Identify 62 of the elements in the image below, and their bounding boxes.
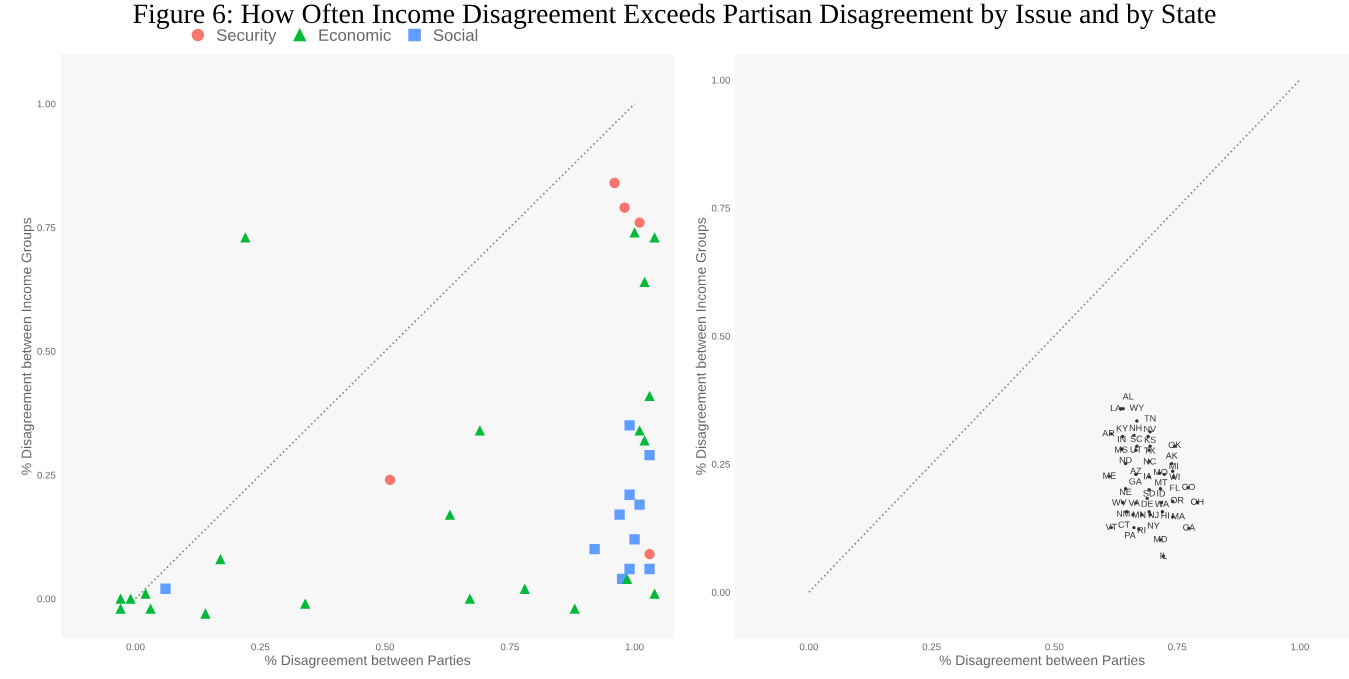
- data-label: PA: [1125, 532, 1136, 539]
- data-label: MN: [1132, 511, 1146, 518]
- y-tick-label: 0.50: [711, 332, 730, 340]
- x-tick-label: 0.25: [251, 643, 270, 651]
- data-label: MI: [1169, 462, 1179, 470]
- data-label: VT: [1105, 523, 1117, 530]
- data-label: HI: [1161, 512, 1169, 519]
- data-label: NV: [1144, 425, 1157, 433]
- data-label: SD: [1143, 490, 1155, 497]
- x-tick-label: 0.25: [922, 643, 941, 651]
- data-label: KS: [1144, 436, 1156, 444]
- data-label: TX: [1144, 447, 1156, 454]
- y-tick-label: 1.00: [712, 76, 730, 84]
- data-label: MT: [1155, 479, 1168, 486]
- data-label: SC: [1130, 435, 1143, 442]
- x-axis-title: % Disagreement between Parties: [939, 654, 1145, 668]
- x-tick-label: 0.50: [375, 643, 395, 651]
- data-label: CT: [1118, 521, 1130, 528]
- x-tick-label: 0.75: [500, 643, 519, 651]
- data-label: ID: [1157, 490, 1166, 497]
- chart-title: Figure 6: How Often Income Disagreement Exceeds Partisan Disagreement by Issue and by State: [133, 3, 1216, 29]
- x-tick-label: 0.00: [126, 643, 145, 651]
- data-label: NY: [1147, 522, 1160, 529]
- data-label: NC: [1143, 458, 1156, 465]
- y-axis-title: % Disagreement between Income Groups: [695, 217, 709, 475]
- data-label: CO: [1182, 483, 1195, 491]
- data-label: GA: [1129, 478, 1142, 485]
- y-tick-label: 0.75: [37, 224, 56, 232]
- data-label: DE: [1141, 500, 1154, 507]
- y-tick-label: 0.25: [711, 460, 730, 468]
- data-label: AK: [1165, 452, 1178, 459]
- data-label: OH: [1190, 498, 1204, 505]
- y-tick-label: 0.25: [37, 471, 56, 479]
- legend-label: Economic: [319, 28, 391, 42]
- y-axis-title: % Disagreement between Income Groups: [21, 217, 35, 475]
- x-tick-label: 1.00: [625, 643, 644, 651]
- data-label: NE: [1120, 488, 1132, 495]
- data-label: AL: [1122, 393, 1134, 400]
- y-tick-label: 0.50: [37, 347, 56, 355]
- data-label: TN: [1144, 415, 1156, 422]
- data-label: NM: [1116, 510, 1130, 517]
- x-tick-label: 0.50: [1045, 643, 1064, 651]
- y-tick-label: 0.75: [711, 204, 730, 212]
- data-label: CA: [1183, 524, 1196, 531]
- x-axis-title: % Disagreement between Parties: [265, 654, 471, 668]
- data-label: OR: [1170, 496, 1184, 504]
- data-label: WY: [1129, 404, 1144, 411]
- y-tick-label: 1.00: [37, 100, 56, 108]
- data-label: WA: [1154, 500, 1170, 508]
- data-label: NH: [1129, 424, 1142, 432]
- data-label: ME: [1103, 472, 1116, 479]
- data-label: FL: [1170, 484, 1180, 491]
- legend-label: Social: [433, 28, 478, 42]
- legend-label: Security: [216, 28, 277, 45]
- data-label: KY: [1116, 425, 1128, 432]
- data-label: ND: [1119, 456, 1132, 464]
- x-tick-label: 1.00: [1291, 643, 1309, 651]
- x-tick-label: 0.00: [799, 643, 818, 651]
- data-label: OK: [1168, 441, 1182, 449]
- y-tick-label: 0.00: [37, 595, 56, 603]
- y-tick-label: 0.00: [711, 588, 730, 596]
- x-tick-label: 0.75: [1168, 643, 1187, 651]
